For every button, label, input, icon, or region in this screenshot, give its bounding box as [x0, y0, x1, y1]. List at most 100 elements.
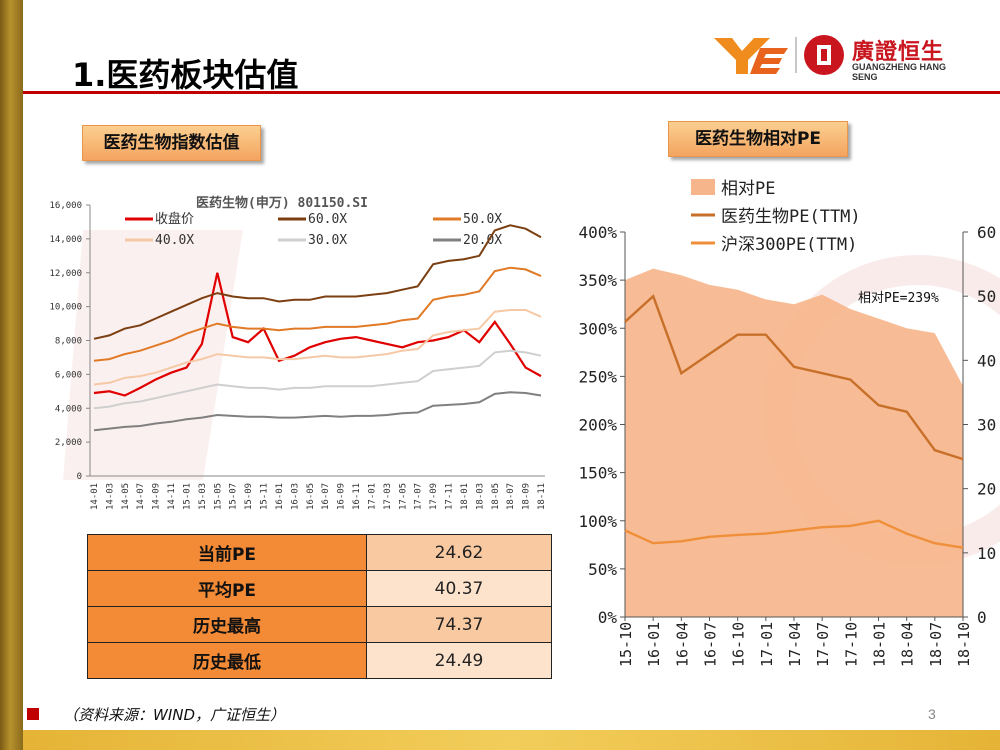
series-line — [93, 266, 542, 362]
x-tick-label: 16-01 — [275, 483, 285, 510]
x-tick-label: 17-01 — [367, 483, 377, 510]
x-tick-label: 14-11 — [167, 483, 177, 510]
row-label: 历史最低 — [87, 642, 367, 679]
right-y-tick-label: 40 — [977, 351, 996, 370]
y-tick-label: 14,000 — [49, 235, 82, 245]
x-tick-label: 16-09 — [337, 483, 347, 510]
x-tick-label: 18-11 — [537, 483, 547, 510]
left-y-tick-label: 200% — [578, 416, 617, 435]
table-row: 历史最低 24.49 — [87, 642, 552, 679]
x-tick-label: 14-07 — [136, 483, 146, 510]
series-line — [93, 224, 542, 340]
row-value: 74.37 — [366, 606, 552, 643]
table-row: 当前PE 24.62 — [87, 534, 552, 571]
footer-marker — [27, 708, 39, 720]
legend-label: 收盘价 — [155, 211, 194, 227]
table-row: 平均PE 40.37 — [87, 570, 552, 607]
logo-chinese-name: 廣證恒生 — [852, 40, 945, 65]
series-line — [93, 272, 542, 397]
left-section-heading: 医药生物指数估值 — [82, 125, 261, 161]
legend-swatch — [691, 179, 715, 195]
x-tick-label: 15-07 — [229, 483, 239, 510]
row-label: 当前PE — [87, 534, 367, 571]
series-line — [93, 349, 542, 410]
relative-pe-chart: 0% 50% 100% 150% 200% 250% 300% 350% 400% 0 10 20 30… — [578, 179, 996, 667]
x-tick-label: 18-03 — [475, 483, 485, 510]
legend-label: 40.0X — [155, 233, 194, 248]
row-value: 24.49 — [366, 642, 552, 679]
right-y-tick-label: 10 — [977, 544, 996, 563]
x-tick-label: 17-11 — [445, 483, 455, 510]
right-y-tick-label: 0 — [977, 608, 987, 627]
legend-label: 50.0X — [463, 212, 502, 227]
x-tick-label: 18-05 — [491, 483, 501, 510]
logo-english-name: GUANGZHENG HANG SENG — [852, 62, 946, 82]
x-tick-label: 15-09 — [244, 483, 254, 510]
x-tick-label: 18-10 — [955, 622, 973, 667]
x-tick-label: 17-01 — [758, 622, 776, 667]
x-tick-label: 14-03 — [105, 483, 115, 510]
series-line — [624, 519, 964, 549]
left-y-tick-label: 400% — [578, 223, 617, 242]
x-tick-label: 14-05 — [121, 483, 131, 510]
y-tick-label: 0 — [77, 472, 82, 482]
row-value: 40.37 — [366, 570, 552, 607]
right-y-tick-label: 60 — [977, 223, 996, 242]
x-tick-label: 16-04 — [673, 622, 691, 667]
right-section-heading: 医药生物相对PE — [668, 121, 848, 157]
y-tick-label: 4,000 — [55, 404, 82, 414]
row-label: 平均PE — [87, 570, 367, 607]
slide-title: 1.医药板块估值 — [72, 56, 299, 94]
y-tick-label: 16,000 — [49, 201, 82, 211]
x-tick-label: 17-07 — [414, 483, 424, 510]
page-number: 3 — [928, 706, 936, 722]
x-tick-label: 17-07 — [814, 622, 832, 667]
company-logo: 廣證恒生 GUANGZHENG HANG SENG — [712, 34, 962, 82]
x-tick-label: 17-03 — [383, 483, 393, 510]
ye-logo-icon — [714, 38, 788, 74]
x-tick-label: 14-09 — [152, 483, 162, 510]
legend-label: 沪深300PE(TTM) — [721, 235, 857, 255]
x-tick-label: 17-04 — [786, 622, 804, 667]
x-tick-label: 15-10 — [617, 622, 635, 667]
footer-gold-bar — [23, 730, 1000, 750]
x-tick-label: 18-04 — [899, 622, 917, 667]
y-tick-label: 10,000 — [49, 303, 82, 313]
left-y-tick-label: 350% — [578, 271, 617, 290]
y-tick-label: 6,000 — [55, 370, 82, 380]
title-underline — [23, 91, 1000, 94]
source-note: （资料来源：WIND，广证恒生） — [63, 706, 286, 724]
x-tick-label: 17-05 — [398, 483, 408, 510]
x-tick-label: 15-11 — [260, 483, 270, 510]
table-row: 历史最高 74.37 — [87, 606, 552, 643]
x-tick-label: 16-10 — [730, 622, 748, 667]
x-tick-label: 16-01 — [645, 622, 663, 667]
series-line — [624, 294, 964, 461]
x-tick-label: 17-10 — [842, 622, 860, 667]
legend-label: 30.0X — [308, 233, 347, 248]
row-value: 24.62 — [366, 534, 552, 571]
pharma-index-valuation-chart: 0 2,000 4,000 6,000 8,000 10,000 12,000 14,000 1… — [49, 195, 547, 510]
left-y-tick-label: 50% — [588, 560, 617, 579]
logo-divider — [795, 37, 797, 73]
legend-label: 60.0X — [308, 212, 347, 227]
x-tick-label: 17-09 — [429, 483, 439, 510]
x-tick-label: 18-07 — [927, 622, 945, 667]
left-y-tick-label: 150% — [578, 464, 617, 483]
x-tick-label: 15-05 — [213, 483, 223, 510]
x-tick-label: 18-01 — [460, 483, 470, 510]
x-tick-label: 16-07 — [321, 483, 331, 510]
x-tick-label: 16-05 — [306, 483, 316, 510]
x-tick-label: 18-09 — [522, 483, 532, 510]
left-y-tick-label: 100% — [578, 512, 617, 531]
y-tick-label: 12,000 — [49, 269, 82, 279]
seal-icon — [804, 35, 844, 75]
left-y-tick-label: 0% — [598, 608, 618, 627]
chart-title: 医药生物(申万) 801150.SI — [196, 195, 368, 211]
legend-label: 医药生物PE(TTM) — [721, 207, 861, 227]
row-label: 历史最高 — [87, 606, 367, 643]
legend-label: 20.0X — [463, 233, 502, 248]
right-y-tick-label: 20 — [977, 480, 996, 499]
left-y-tick-label: 250% — [578, 367, 617, 386]
x-tick-label: 16-03 — [290, 483, 300, 510]
